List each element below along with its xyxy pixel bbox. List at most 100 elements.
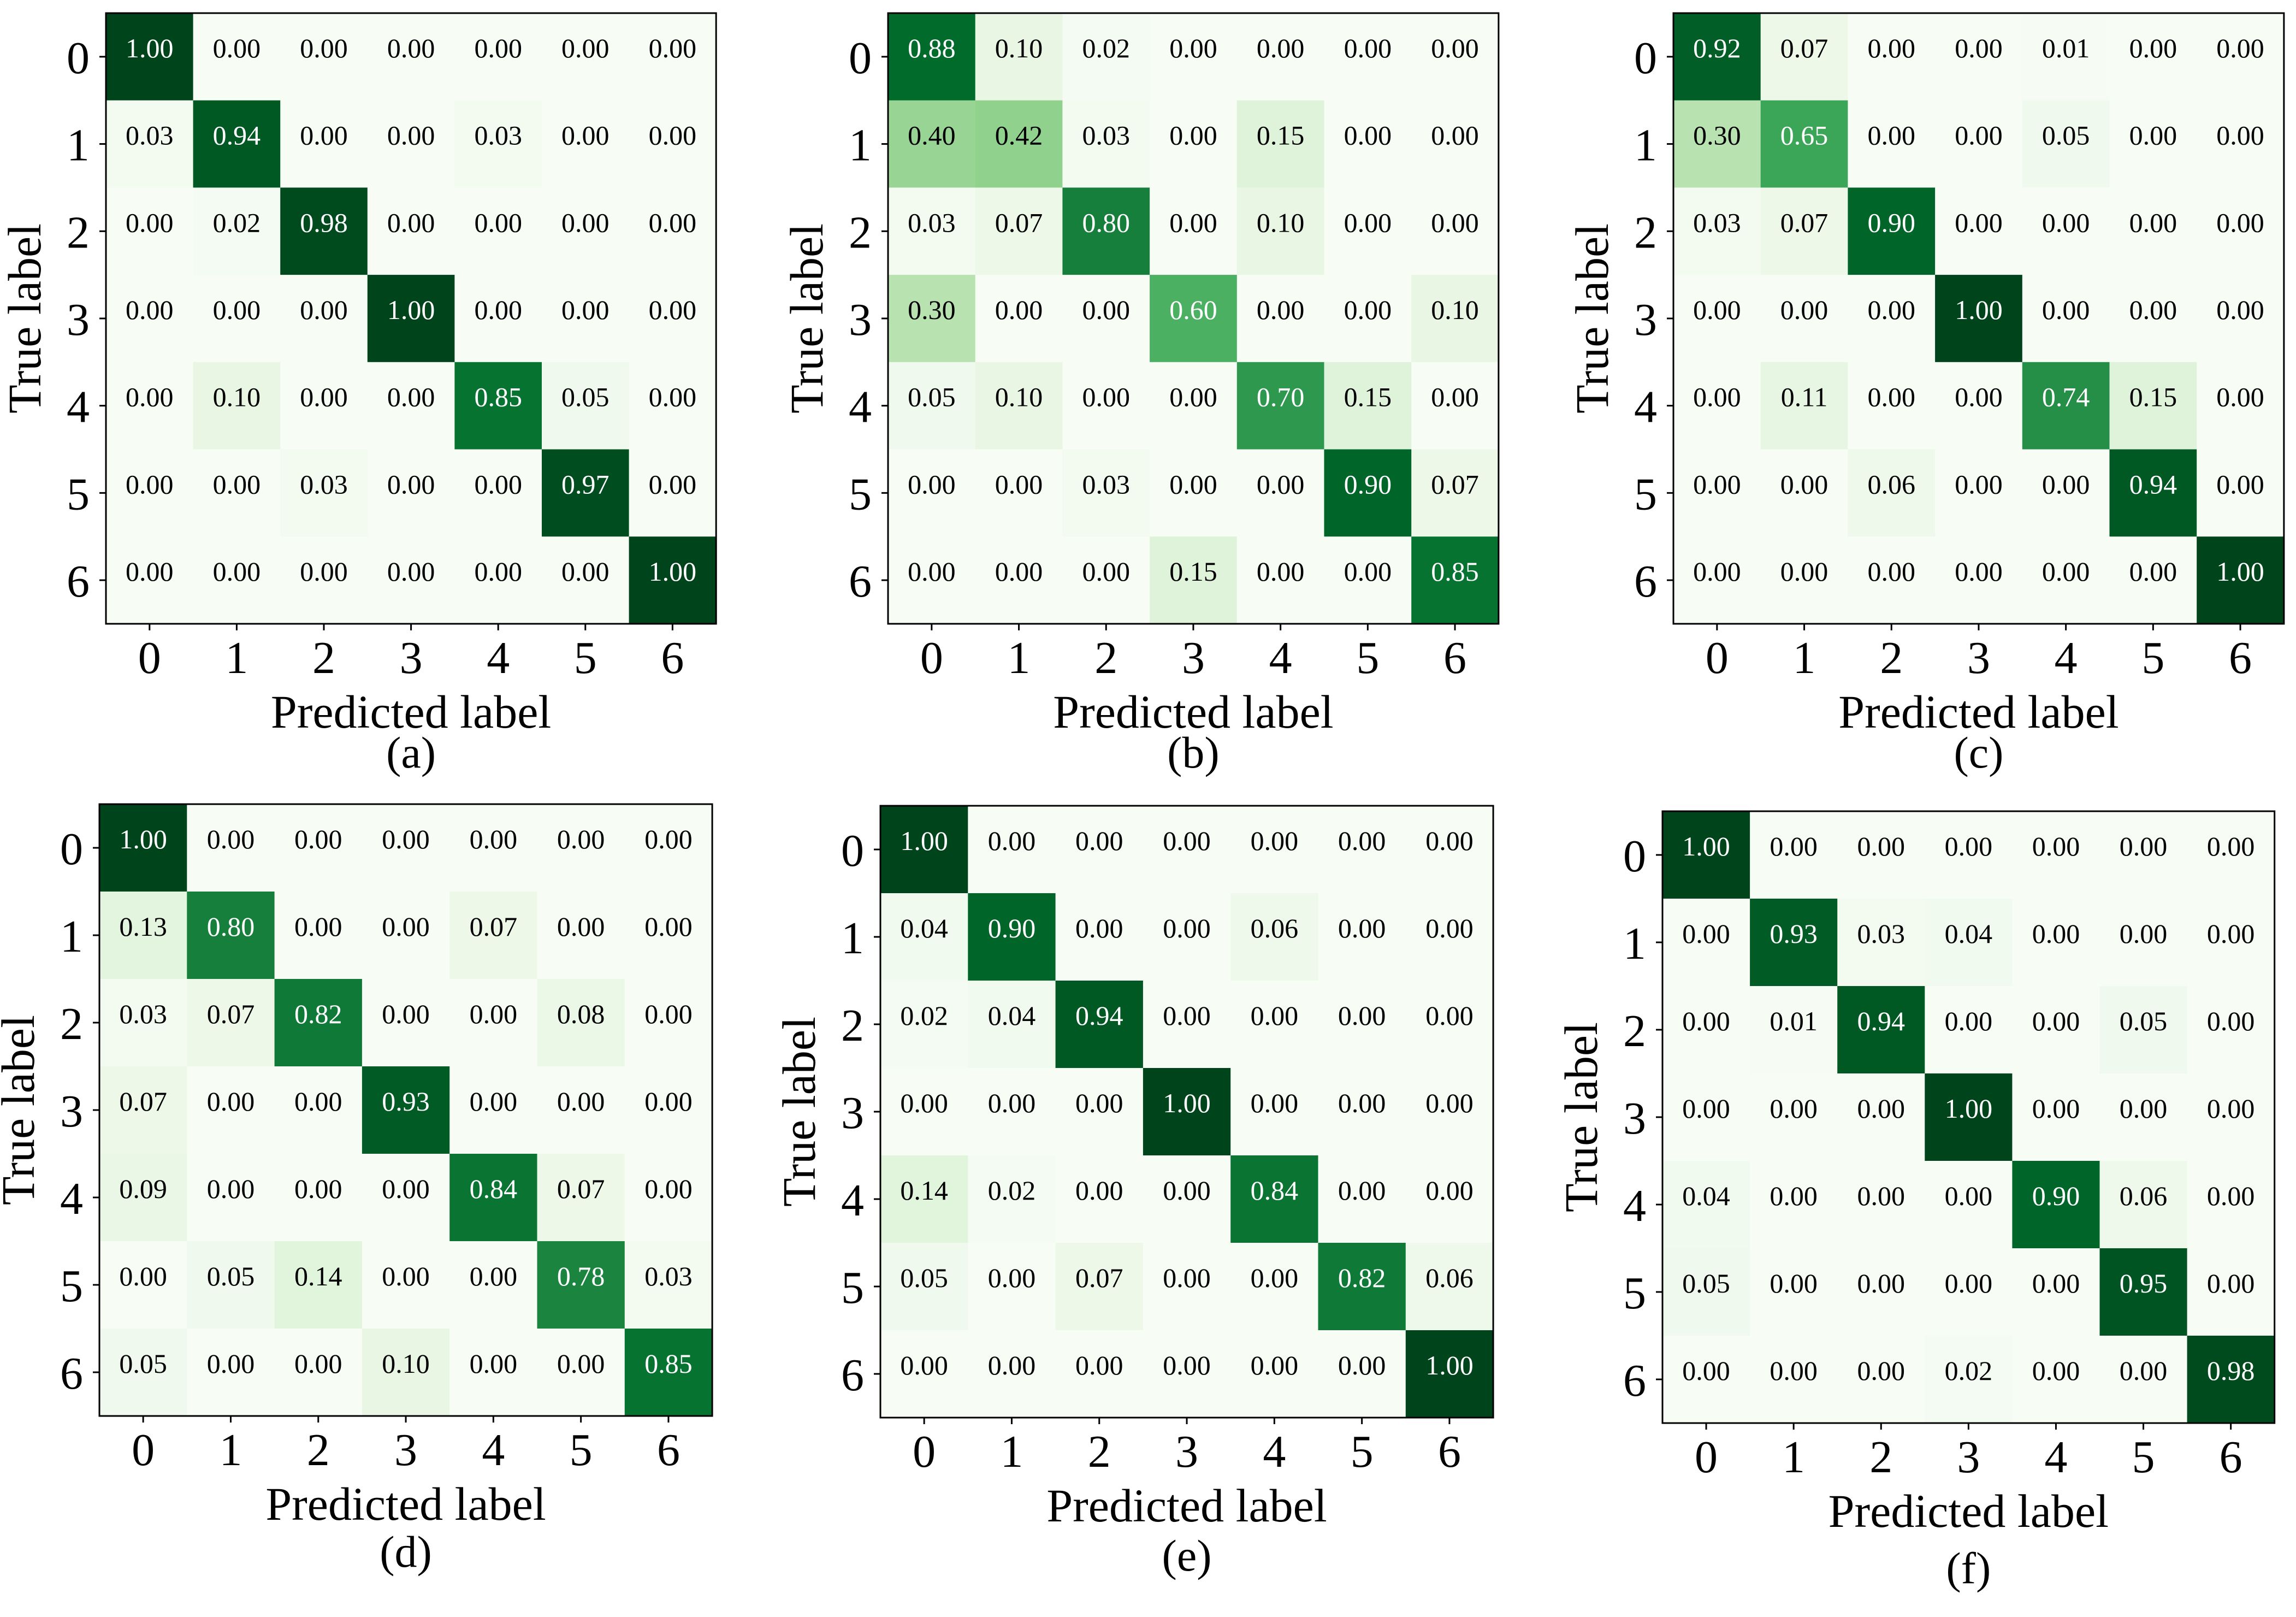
cell-value-label: 0.00: [300, 556, 348, 587]
x-tick-label: 5: [2141, 633, 2164, 683]
cell-value-label: 0.00: [1857, 1093, 1906, 1124]
cell-value-label: 0.00: [2120, 1093, 2168, 1124]
matrix-cell: [880, 1155, 968, 1243]
matrix-cell: [542, 449, 630, 537]
matrix-cell: [1236, 362, 1324, 450]
matrix-cell: [968, 1155, 1056, 1243]
cell-value-label: 0.15: [2129, 382, 2177, 412]
matrix-cell: [1837, 811, 1925, 899]
cell-value-label: 0.78: [557, 1261, 605, 1291]
cell-value-label: 0.00: [1857, 831, 1906, 861]
matrix-cell: [975, 275, 1063, 363]
cell-value-label: 0.00: [1693, 469, 1741, 499]
matrix-cell: [2109, 362, 2197, 450]
x-tick-label: 5: [574, 633, 597, 683]
cell-value-label: 0.00: [294, 1086, 342, 1117]
cell-value-label: 0.00: [119, 1261, 167, 1291]
matrix-cell: [2109, 275, 2197, 363]
matrix-cell: [1230, 1155, 1318, 1243]
cell-value-label: 0.95: [2120, 1268, 2168, 1299]
x-tick-label: 0: [913, 1426, 936, 1477]
cell-value-label: 0.00: [382, 824, 430, 854]
matrix-cell: [454, 100, 542, 188]
cell-value-label: 0.00: [1955, 207, 2003, 238]
matrix-cell: [1230, 1330, 1318, 1418]
matrix-cell: [1925, 1161, 2013, 1249]
cell-value-label: 0.00: [1338, 913, 1386, 943]
y-tick-label: 4: [60, 1173, 83, 1224]
matrix-cell: [968, 981, 1056, 1069]
matrix-cell: [624, 1329, 713, 1417]
matrix-cell: [187, 892, 275, 979]
cell-value-label: 0.00: [2042, 469, 2090, 499]
cell-value-label: 0.00: [2216, 382, 2264, 412]
y-tick-label: 0: [1634, 33, 1657, 84]
cell-value-label: 0.06: [1251, 913, 1299, 943]
cell-value-label: 0.03: [300, 469, 348, 499]
cell-value-label: 0.04: [900, 913, 948, 943]
cell-value-label: 0.00: [988, 1350, 1036, 1380]
matrix-cell: [2187, 1336, 2275, 1424]
matrix-cell: [629, 536, 717, 624]
cell-value-label: 0.05: [900, 1262, 948, 1293]
cell-value-label: 1.00: [1682, 831, 1730, 861]
x-tick-label: 1: [225, 633, 248, 683]
cell-value-label: 0.00: [2129, 207, 2177, 238]
matrix-cell: [280, 536, 368, 624]
matrix-cell: [2022, 362, 2110, 450]
cell-value-label: 0.30: [1693, 120, 1741, 151]
cell-value-label: 0.00: [382, 1261, 430, 1291]
x-tick-label: 4: [482, 1425, 505, 1476]
y-tick-label: 1: [841, 913, 864, 964]
cell-value-label: 0.00: [126, 469, 174, 499]
cell-value-label: 0.00: [2032, 1006, 2080, 1036]
cell-value-label: 0.00: [908, 469, 956, 499]
matrix-cell: [187, 804, 275, 892]
matrix-cell: [99, 979, 187, 1067]
cell-value-label: 0.00: [2129, 556, 2177, 587]
matrix-cell: [1062, 100, 1150, 188]
matrix-cell: [106, 449, 194, 537]
cell-value-label: 0.05: [908, 382, 956, 412]
cell-value-label: 0.07: [1431, 469, 1479, 499]
cell-value-label: 0.00: [126, 294, 174, 325]
matrix-cell: [629, 187, 717, 275]
cell-value-label: 0.00: [1251, 1000, 1299, 1031]
matrix-cell: [1848, 13, 1936, 101]
matrix-cell: [193, 536, 281, 624]
cell-value-label: 0.00: [995, 294, 1043, 325]
x-tick-label: 4: [487, 633, 510, 683]
cell-value-label: 0.00: [1257, 294, 1305, 325]
y-tick-label: 6: [849, 556, 872, 607]
cell-value-label: 0.00: [387, 469, 435, 499]
cell-value-label: 0.00: [126, 556, 174, 587]
matrix-cell: [880, 981, 968, 1069]
cell-value-label: 0.03: [126, 120, 174, 151]
cell-value-label: 0.03: [1693, 207, 1741, 238]
matrix-cell: [2099, 1336, 2188, 1424]
matrix-cell: [187, 1154, 275, 1242]
matrix-cell: [1230, 893, 1318, 981]
cell-value-label: 0.00: [1344, 294, 1392, 325]
matrix-cell: [2022, 187, 2110, 275]
matrix-cell: [1055, 1155, 1144, 1243]
cell-value-label: 0.00: [1344, 120, 1392, 151]
cell-value-label: 0.00: [294, 911, 342, 942]
matrix-cell: [1324, 13, 1412, 101]
cell-value-label: 0.00: [644, 824, 693, 854]
confusion-matrix-6: 1.00 0.00 0.00 0.00 0.00 0.00 0.00 0.00 0.93 0.03…: [1555, 810, 2276, 1593]
matrix-cell: [2197, 536, 2285, 624]
matrix-cell: [975, 187, 1063, 275]
cell-value-label: 0.00: [649, 294, 697, 325]
matrix-cell: [1405, 1068, 1494, 1156]
matrix-cell: [367, 100, 455, 188]
matrix-cell: [99, 1329, 187, 1417]
matrix-cell: [1062, 275, 1150, 363]
matrix-cell: [629, 449, 717, 537]
x-axis-label: Predicted label: [1046, 1479, 1327, 1532]
cell-value-label: 0.00: [1682, 918, 1730, 949]
cell-value-label: 0.07: [470, 911, 518, 942]
cell-value-label: 0.00: [474, 556, 522, 587]
matrix-cell: [1150, 100, 1238, 188]
cell-value-label: 0.00: [1251, 825, 1299, 856]
